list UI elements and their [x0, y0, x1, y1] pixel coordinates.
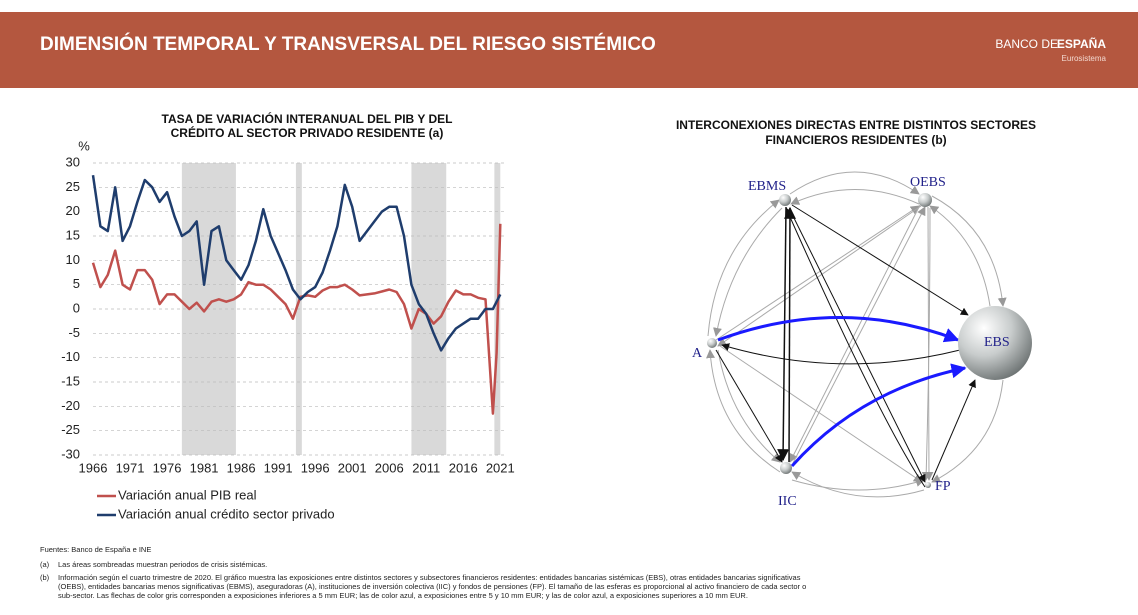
network-edges [706, 171, 1007, 498]
node-label: A [692, 346, 703, 361]
network-title: INTERCONEXIONES DIRECTAS ENTRE DISTINTOS… [676, 118, 1036, 132]
y-tick-label: -10 [61, 349, 80, 364]
series-line [91, 223, 502, 415]
x-tick-label: 2011 [412, 460, 440, 475]
y-axis-label: % [78, 138, 90, 153]
logo-sub: Eurosistema [1062, 54, 1107, 63]
y-tick-label: 25 [66, 179, 80, 194]
note-mark: (a) [40, 560, 50, 569]
x-tick-label: 2021 [486, 460, 515, 475]
x-tick-label: 1996 [301, 460, 330, 475]
x-tick-label: 2001 [338, 460, 367, 475]
x-tick-label: 1976 [153, 460, 182, 475]
x-tick-label: 1991 [264, 460, 293, 475]
legend-label: Variación anual PIB real [118, 487, 257, 502]
y-tick-label: -5 [68, 325, 80, 340]
node-label: FP [935, 479, 951, 494]
network-title: FINANCIEROS RESIDENTES (b) [765, 133, 946, 147]
note-mark: (b) [40, 573, 50, 582]
node [780, 462, 792, 474]
note-text: (OEBS), entidades bancarias menos signif… [58, 582, 806, 591]
node-label: OEBS [910, 175, 946, 190]
y-tick-label: 10 [66, 252, 80, 267]
node [918, 193, 932, 207]
note-text: sub-sector. Las flechas de color gris co… [58, 591, 748, 600]
y-tick-label: -30 [61, 446, 80, 461]
node [958, 306, 1032, 380]
node [707, 338, 717, 348]
header-title: DIMENSIÓN TEMPORAL Y TRANSVERSAL DEL RIE… [40, 33, 656, 55]
x-tick-label: 1986 [227, 460, 256, 475]
chart-title: CRÉDITO AL SECTOR PRIVADO RESIDENTE (a) [171, 125, 444, 140]
y-tick-label: 30 [66, 154, 80, 169]
y-tick-label: 15 [66, 227, 80, 242]
x-tick-label: 1971 [116, 460, 145, 475]
note-text: Las áreas sombreadas muestran periodos d… [58, 560, 267, 569]
note-source: Fuentes: Banco de España e INE [40, 545, 151, 554]
legend-label: Variación anual crédito sector privado [118, 506, 335, 521]
network-nodes [707, 193, 1032, 488]
y-tick-label: 5 [73, 276, 80, 291]
note-text: Información según el cuarto trimestre de… [58, 573, 801, 582]
node [779, 194, 791, 206]
x-tick-label: 1966 [79, 460, 108, 475]
series-line [91, 175, 502, 352]
x-tick-label: 2016 [449, 460, 478, 475]
line-chart: -30 -25 -20 -15 -10 -5 0 5 10 15 20 25 30 1966 1971 197… [61, 154, 515, 521]
logo-light: BANCO DE [995, 37, 1058, 51]
header-bar [0, 12, 1138, 88]
y-tick-label: 0 [73, 300, 80, 315]
node-label: EBMS [748, 179, 786, 194]
x-tick-label: 2006 [375, 460, 404, 475]
logo-bold: ESPAÑA [1057, 36, 1106, 51]
y-tick-label: 20 [66, 203, 80, 218]
y-tick-label: -15 [61, 373, 80, 388]
y-tick-label: -20 [61, 398, 80, 413]
y-tick-label: -25 [61, 422, 80, 437]
node-label: EBS [984, 335, 1010, 350]
x-tick-label: 1981 [190, 460, 219, 475]
chart-title: TASA DE VARIACIÓN INTERANUAL DEL PIB Y D… [162, 111, 453, 126]
node [925, 482, 931, 488]
node-label: IIC [778, 494, 797, 509]
